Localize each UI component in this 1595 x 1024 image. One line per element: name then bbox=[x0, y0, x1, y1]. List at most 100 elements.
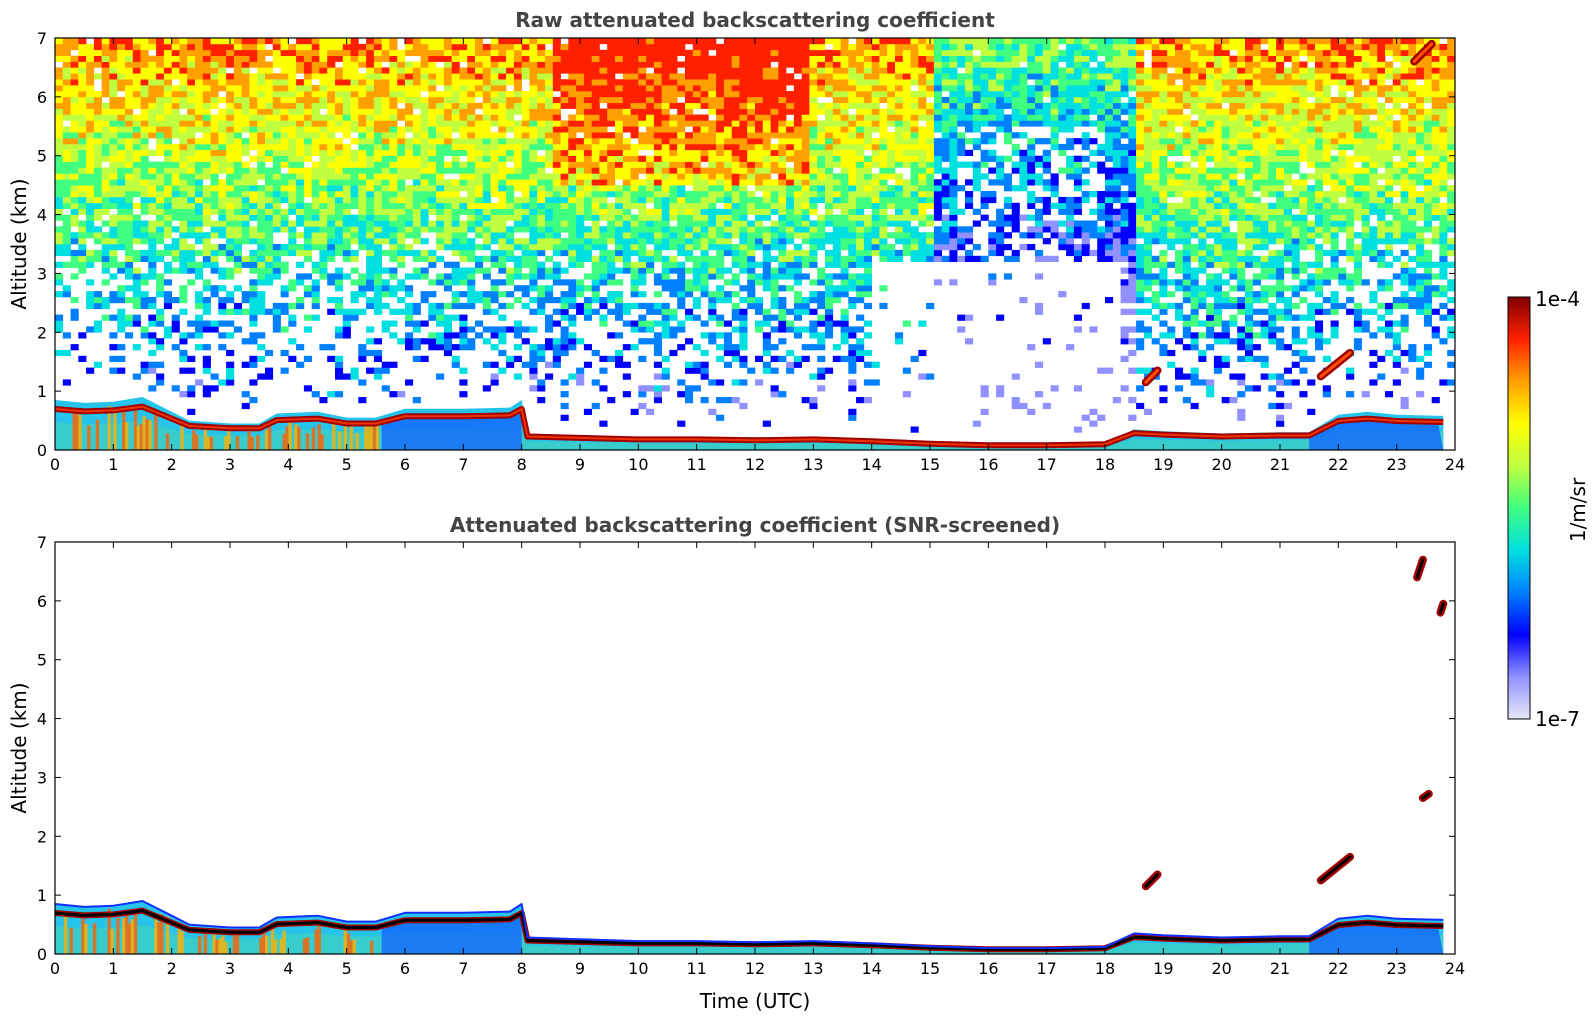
noise-cell bbox=[148, 114, 157, 121]
noise-cell bbox=[241, 49, 250, 56]
noise-cell bbox=[809, 161, 818, 168]
noise-cell bbox=[443, 226, 452, 233]
noise-cell bbox=[560, 196, 569, 204]
noise-cell bbox=[887, 61, 896, 68]
noise-cell bbox=[583, 155, 592, 162]
noise-cell bbox=[109, 91, 118, 98]
noise-cell bbox=[545, 361, 554, 368]
noise-cell bbox=[583, 202, 592, 209]
noise-cell bbox=[716, 67, 725, 74]
noise-cell bbox=[319, 43, 328, 51]
noise-cell bbox=[809, 202, 818, 209]
noise-cell bbox=[195, 273, 204, 280]
noise-cell bbox=[171, 149, 180, 156]
noise-cell bbox=[381, 326, 390, 333]
noise-cell bbox=[412, 302, 421, 310]
noise-cell bbox=[163, 291, 172, 298]
noise-cell bbox=[778, 314, 787, 321]
noise-cell bbox=[459, 232, 468, 239]
noise-cell bbox=[887, 67, 896, 74]
noise-cell bbox=[373, 285, 382, 292]
noise-cell bbox=[218, 267, 227, 274]
noise-cell bbox=[856, 273, 865, 280]
noise-cell bbox=[358, 149, 367, 156]
noise-cell bbox=[723, 249, 732, 257]
noise-cell bbox=[591, 149, 600, 156]
noise-cell bbox=[350, 373, 359, 380]
noise-cell bbox=[117, 85, 126, 92]
noise-cell bbox=[218, 43, 227, 51]
noise-cell bbox=[475, 167, 484, 174]
noise-cell bbox=[93, 38, 102, 45]
noise-cell bbox=[451, 302, 460, 310]
noise-cell bbox=[809, 91, 818, 98]
noise-cell bbox=[521, 126, 530, 133]
noise-cell bbox=[109, 244, 118, 251]
noise-cell bbox=[428, 55, 437, 62]
noise-cell bbox=[101, 267, 110, 274]
noise-cell bbox=[615, 314, 624, 321]
noise-cell bbox=[731, 91, 740, 98]
noise-cell bbox=[288, 191, 297, 198]
noise-cell bbox=[436, 202, 445, 209]
noise-cell bbox=[358, 126, 367, 133]
noise-cell bbox=[560, 220, 569, 227]
noise-cell bbox=[490, 102, 499, 109]
noise-cell bbox=[809, 249, 818, 257]
noise-cell bbox=[529, 132, 538, 139]
noise-cell bbox=[163, 208, 172, 215]
noise-cell bbox=[778, 85, 787, 92]
noise-cell bbox=[677, 108, 686, 115]
noise-cell bbox=[521, 161, 530, 168]
noise-cell bbox=[607, 297, 616, 304]
noise-cell bbox=[366, 226, 375, 233]
noise-cell bbox=[490, 361, 499, 368]
noise-cell bbox=[700, 126, 709, 133]
noise-cell bbox=[793, 214, 802, 221]
noise-cell bbox=[622, 214, 631, 221]
noise-cell bbox=[109, 238, 118, 245]
noise-cell bbox=[389, 255, 398, 262]
noise-cell bbox=[770, 291, 779, 298]
noise-cell bbox=[78, 244, 87, 251]
noise-cell bbox=[55, 320, 64, 327]
noise-cell bbox=[342, 155, 351, 162]
noise-cell bbox=[856, 397, 865, 404]
noise-cell bbox=[342, 173, 351, 180]
noise-cell bbox=[669, 314, 678, 321]
noise-cell bbox=[303, 208, 312, 215]
noise-cell bbox=[832, 126, 841, 133]
noise-cell bbox=[288, 355, 297, 362]
noise-cell bbox=[879, 155, 888, 162]
noise-cell bbox=[148, 79, 157, 86]
noise-cell bbox=[793, 79, 802, 86]
noise-cell bbox=[716, 149, 725, 156]
noise-cell bbox=[685, 102, 694, 109]
noise-cell bbox=[389, 291, 398, 298]
noise-cell bbox=[591, 232, 600, 239]
noise-cell bbox=[622, 43, 631, 51]
noise-cell bbox=[552, 108, 561, 115]
noise-cell bbox=[420, 208, 429, 215]
noise-cell bbox=[389, 391, 398, 398]
noise-cell bbox=[358, 55, 367, 62]
noise-cell bbox=[817, 185, 826, 192]
noise-cell bbox=[770, 85, 779, 92]
noise-cell bbox=[646, 143, 655, 151]
noise-cell bbox=[708, 208, 717, 215]
noise-cell bbox=[70, 173, 79, 180]
noise-cell bbox=[350, 91, 359, 98]
noise-cell bbox=[459, 332, 468, 339]
noise-cell bbox=[436, 232, 445, 239]
noise-cell bbox=[801, 138, 810, 145]
noise-cell bbox=[825, 214, 834, 221]
noise-cell bbox=[825, 155, 834, 162]
noise-cell bbox=[856, 191, 865, 198]
noise-cell bbox=[101, 73, 110, 80]
noise-cell bbox=[405, 155, 414, 162]
noise-cell bbox=[638, 249, 647, 257]
noise-cell bbox=[101, 67, 110, 74]
noise-cell bbox=[335, 155, 344, 162]
noise-cell bbox=[148, 43, 157, 51]
noise-cell bbox=[93, 291, 102, 298]
